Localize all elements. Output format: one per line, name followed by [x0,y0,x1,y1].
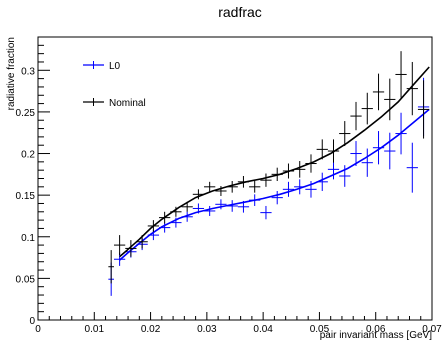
y-tick-label: 0.25 [16,108,36,119]
x-tick-label: 0.04 [253,324,273,335]
series-layer [108,51,430,296]
data-point-nominal [361,92,373,125]
x-tick-label: 0.06 [366,324,386,335]
x-axis-label: pair invariant mass [GeV] [320,330,432,341]
data-point-nominal [260,173,272,187]
x-tick-label: 0.02 [141,324,161,335]
series-l0 [108,77,430,296]
data-point-nominal [339,121,351,147]
y-axis-label: radiative fraction [6,37,17,110]
y-tick-label: 0.05 [16,274,36,285]
x-tick-label: 0.01 [85,324,105,335]
x-tick-label: 0.07 [422,324,442,335]
data-point-l0 [260,205,272,220]
data-point-l0 [271,190,283,205]
legend-label: L0 [109,61,121,72]
data-point-nominal [395,51,407,98]
data-point-nominal [108,250,114,284]
y-tick-label: 0.2 [21,150,35,161]
data-point-l0 [384,132,396,170]
data-point-l0 [204,205,216,216]
data-point-l0 [361,148,373,177]
data-point-nominal [316,139,328,160]
data-point-nominal [417,80,430,139]
fit-curve-l0 [119,108,430,261]
y-tick-label: 0.15 [16,191,36,202]
data-point-nominal [406,61,418,116]
y-tick-label: 0.3 [21,66,35,77]
data-point-nominal [372,73,385,111]
x-axis: 0 0.01 0.02 0.03 0.04 0.05 0.06 0.07 [35,312,442,335]
legend: L0 Nominal [83,61,146,109]
legend-item-l0: L0 [83,61,121,72]
y-tick-label: 0 [29,316,35,327]
data-point-nominal [125,240,137,257]
series-nominal [108,51,430,284]
data-point-l0 [282,181,295,197]
y-axis: 0 0.05 0.1 0.15 0.2 0.25 0.3 [16,44,50,327]
data-point-nominal [215,185,227,196]
y-tick-label: 0.1 [21,233,35,244]
data-point-l0 [339,165,351,187]
fit-curve-nominal [119,66,430,258]
x-tick-label: 0 [35,324,41,335]
x-tick-label: 0.03 [197,324,217,335]
data-point-l0 [215,199,227,210]
legend-label: Nominal [109,98,146,109]
plot-frame [37,36,433,321]
x-tick-label: 0.05 [310,324,330,335]
data-point-nominal [384,78,396,121]
chart-title: radfrac [218,4,262,20]
legend-item-nominal: Nominal [83,98,146,109]
data-point-nominal [113,235,126,256]
data-point-nominal [350,101,362,131]
data-point-nominal [204,181,216,192]
data-point-l0 [406,142,418,193]
data-point-nominal [249,180,261,193]
data-point-l0 [350,141,362,167]
